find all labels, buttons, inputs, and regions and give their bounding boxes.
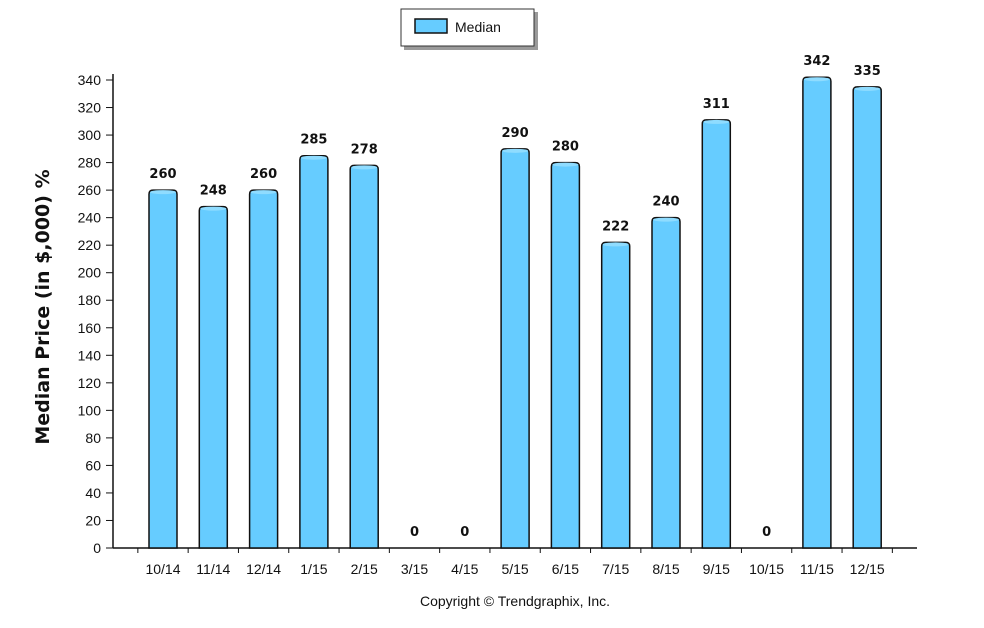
x-tick-label-11/15: 11/15: [800, 561, 834, 577]
bar-5/15: [500, 148, 530, 549]
x-tick-label-6/15: 6/15: [552, 561, 579, 577]
y-tick-label: 200: [78, 265, 102, 281]
y-tick-label: 120: [78, 375, 102, 391]
legend: Median: [400, 8, 538, 50]
data-label-7/15: 222: [602, 219, 629, 234]
y-axis-label: Median Price (in $,000) %: [32, 169, 54, 444]
y-tick-label: 280: [78, 155, 102, 171]
bar-2/15: [349, 164, 379, 549]
bar-cap-2/15: [351, 165, 378, 170]
data-label-5/15: 290: [502, 126, 529, 141]
data-label-12/15: 335: [854, 64, 881, 79]
bars: [148, 76, 882, 549]
bar-cap-7/15: [602, 242, 629, 247]
x-tick-label-1/15: 1/15: [300, 561, 327, 577]
bar-7/15: [600, 241, 631, 549]
y-tick-label: 160: [78, 320, 102, 336]
copyright-footer: Copyright © Trendgraphix, Inc.: [420, 593, 610, 609]
data-label-3/15: 0: [410, 525, 419, 540]
bar-cap-12/14: [250, 190, 277, 195]
bar-11/14: [198, 205, 229, 549]
x-tick-label-9/15: 9/15: [703, 561, 730, 577]
legend-swatch: [414, 18, 448, 34]
y-tick-label: 140: [78, 347, 102, 363]
bar-10/14: [148, 189, 178, 549]
bar-6/15: [550, 161, 581, 549]
y-tick-label: 340: [78, 72, 102, 88]
x-tick-label-12/14: 12/14: [246, 561, 281, 577]
y-tick-label: 300: [78, 127, 102, 143]
data-label-12/14: 260: [250, 167, 277, 182]
y-tick-label: 80: [85, 430, 101, 446]
bar-cap-9/15: [703, 119, 730, 124]
bar-9/15: [701, 119, 732, 549]
x-tick-label-2/15: 2/15: [351, 561, 378, 577]
y-tick-label: 320: [78, 100, 102, 116]
data-label-2/15: 278: [351, 142, 378, 157]
bar-cap-11/15: [803, 77, 830, 82]
data-label-10/15: 0: [762, 525, 771, 540]
y-tick-label: 0: [93, 540, 101, 556]
bar-12/14: [248, 189, 279, 549]
legend-label-median: Median: [455, 19, 501, 35]
y-tick-label: 180: [78, 292, 102, 308]
data-label-8/15: 240: [652, 195, 679, 210]
data-labels: 260 248 260 285 278 0 0 290 280 222 240 311 0 342 335: [149, 54, 880, 540]
y-tick-label: 260: [78, 182, 102, 198]
data-label-9/15: 311: [703, 97, 730, 112]
x-tick-label-8/15: 8/15: [652, 561, 679, 577]
x-tick-labels: 10/14 11/14 12/14 1/15 2/15 3/15 4/15 5/15 6/15 7…: [145, 561, 884, 577]
bar-cap-5/15: [502, 148, 529, 153]
data-label-11/15: 342: [803, 54, 830, 69]
data-label-1/15: 285: [300, 133, 327, 148]
y-tick-label: 100: [78, 402, 102, 418]
bar-8/15: [651, 216, 681, 549]
bar-cap-8/15: [653, 217, 679, 222]
bar-cap-6/15: [552, 162, 579, 167]
bar-cap-10/14: [150, 190, 176, 195]
data-label-11/14: 248: [200, 184, 227, 199]
bar-12/15: [852, 86, 882, 549]
y-tick-label: 220: [78, 237, 102, 253]
y-tick-labels: 0 20 40 60 80 100 120 140 160 180 200 220 240 260 280 3…: [78, 72, 102, 556]
x-tick-label-3/15: 3/15: [401, 561, 428, 577]
data-label-10/14: 260: [149, 167, 176, 182]
y-tick-label: 240: [78, 210, 102, 226]
x-tick-label-10/15: 10/15: [749, 561, 784, 577]
y-tick-label: 20: [85, 512, 101, 528]
y-tick-label: 40: [85, 485, 101, 501]
x-tick-label-4/15: 4/15: [451, 561, 478, 577]
x-tick-label-12/15: 12/15: [850, 561, 885, 577]
x-tick-label-11/14: 11/14: [196, 561, 230, 577]
bar-cap-11/14: [200, 206, 227, 211]
bar-cap-12/15: [854, 86, 881, 91]
x-tick-label-7/15: 7/15: [602, 561, 629, 577]
bar-cap-1/15: [300, 155, 327, 160]
bar-11/15: [802, 76, 832, 549]
bar-1/15: [299, 154, 329, 549]
x-tick-label-5/15: 5/15: [501, 561, 528, 577]
data-label-4/15: 0: [460, 525, 469, 540]
data-label-6/15: 280: [552, 140, 579, 155]
y-tick-label: 60: [85, 457, 101, 473]
x-tick-label-10/14: 10/14: [145, 561, 180, 577]
